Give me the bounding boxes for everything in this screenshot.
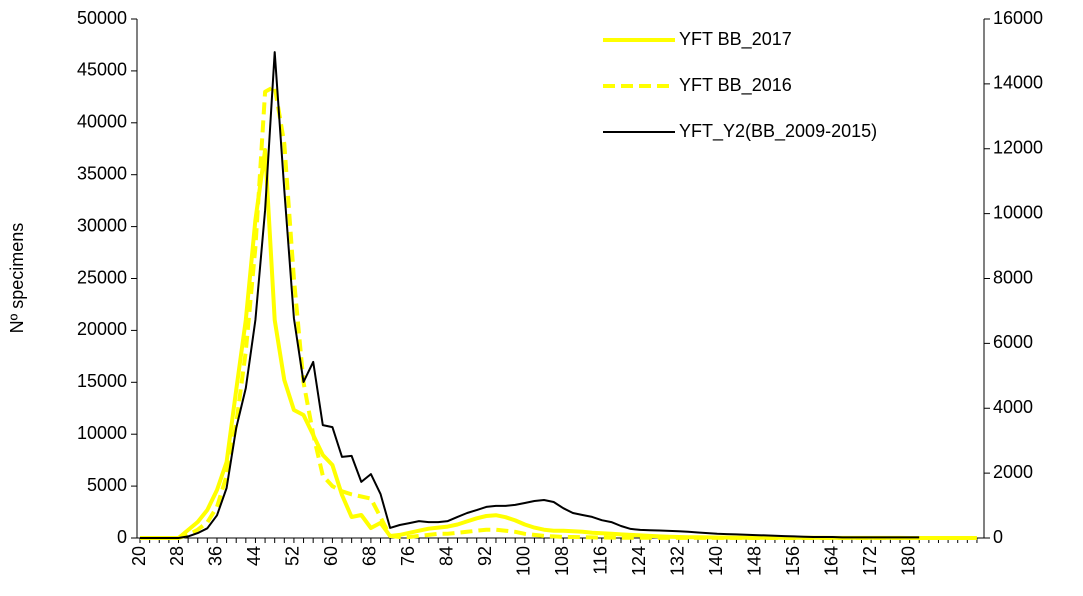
y2-tick-label: 0 xyxy=(993,527,1003,547)
x-tick-label: 36 xyxy=(206,546,226,566)
x-tick-label: 132 xyxy=(667,546,687,576)
y-tick-label: 40000 xyxy=(77,112,127,132)
x-tick-label: 76 xyxy=(398,546,418,566)
y-tick-label: 45000 xyxy=(77,60,127,80)
x-tick-label: 68 xyxy=(360,546,380,566)
y-tick-label: 25000 xyxy=(77,267,127,287)
y-axis-label: Nº specimens xyxy=(7,223,27,334)
x-tick-label: 156 xyxy=(783,546,803,576)
x-tick-label: 124 xyxy=(629,546,649,576)
y2-tick-label: 2000 xyxy=(993,462,1033,482)
y-tick-label: 20000 xyxy=(77,319,127,339)
x-tick-label: 164 xyxy=(821,546,841,576)
y2-tick-label: 16000 xyxy=(993,8,1043,28)
x-tick-label: 92 xyxy=(475,546,495,566)
y-tick-label: 10000 xyxy=(77,423,127,443)
x-tick-label: 44 xyxy=(244,546,264,566)
y2-tick-label: 12000 xyxy=(993,138,1043,158)
y-tick-label: 50000 xyxy=(77,8,127,28)
y2-tick-label: 4000 xyxy=(993,397,1033,417)
x-tick-label: 84 xyxy=(437,546,457,566)
y-tick-label: 0 xyxy=(117,527,127,547)
x-tick-label: 172 xyxy=(860,546,880,576)
legend-label: YFT BB_2016 xyxy=(679,75,792,96)
x-tick-label: 52 xyxy=(283,546,303,566)
data-line xyxy=(140,51,920,539)
y-tick-label: 15000 xyxy=(77,371,127,391)
y2-tick-label: 14000 xyxy=(993,73,1043,93)
x-tick-label: 60 xyxy=(321,546,341,566)
x-tick-label: 100 xyxy=(514,546,534,576)
x-tick-label: 180 xyxy=(898,546,918,576)
x-tick-label: 108 xyxy=(552,546,572,576)
y2-tick-label: 10000 xyxy=(993,202,1043,222)
legend-label: YFT_Y2(BB_2009-2015) xyxy=(679,121,877,142)
y-tick-label: 30000 xyxy=(77,215,127,235)
y-tick-label: 5000 xyxy=(87,475,127,495)
y-tick-label: 35000 xyxy=(77,163,127,183)
x-tick-label: 148 xyxy=(744,546,764,576)
x-tick-label: 20 xyxy=(129,546,149,566)
x-tick-label: 28 xyxy=(167,546,187,566)
x-tick-label: 140 xyxy=(706,546,726,576)
y2-tick-label: 8000 xyxy=(993,267,1033,287)
y2-tick-label: 6000 xyxy=(993,332,1033,352)
legend-label: YFT BB_2017 xyxy=(679,29,792,50)
x-tick-label: 116 xyxy=(591,546,611,575)
